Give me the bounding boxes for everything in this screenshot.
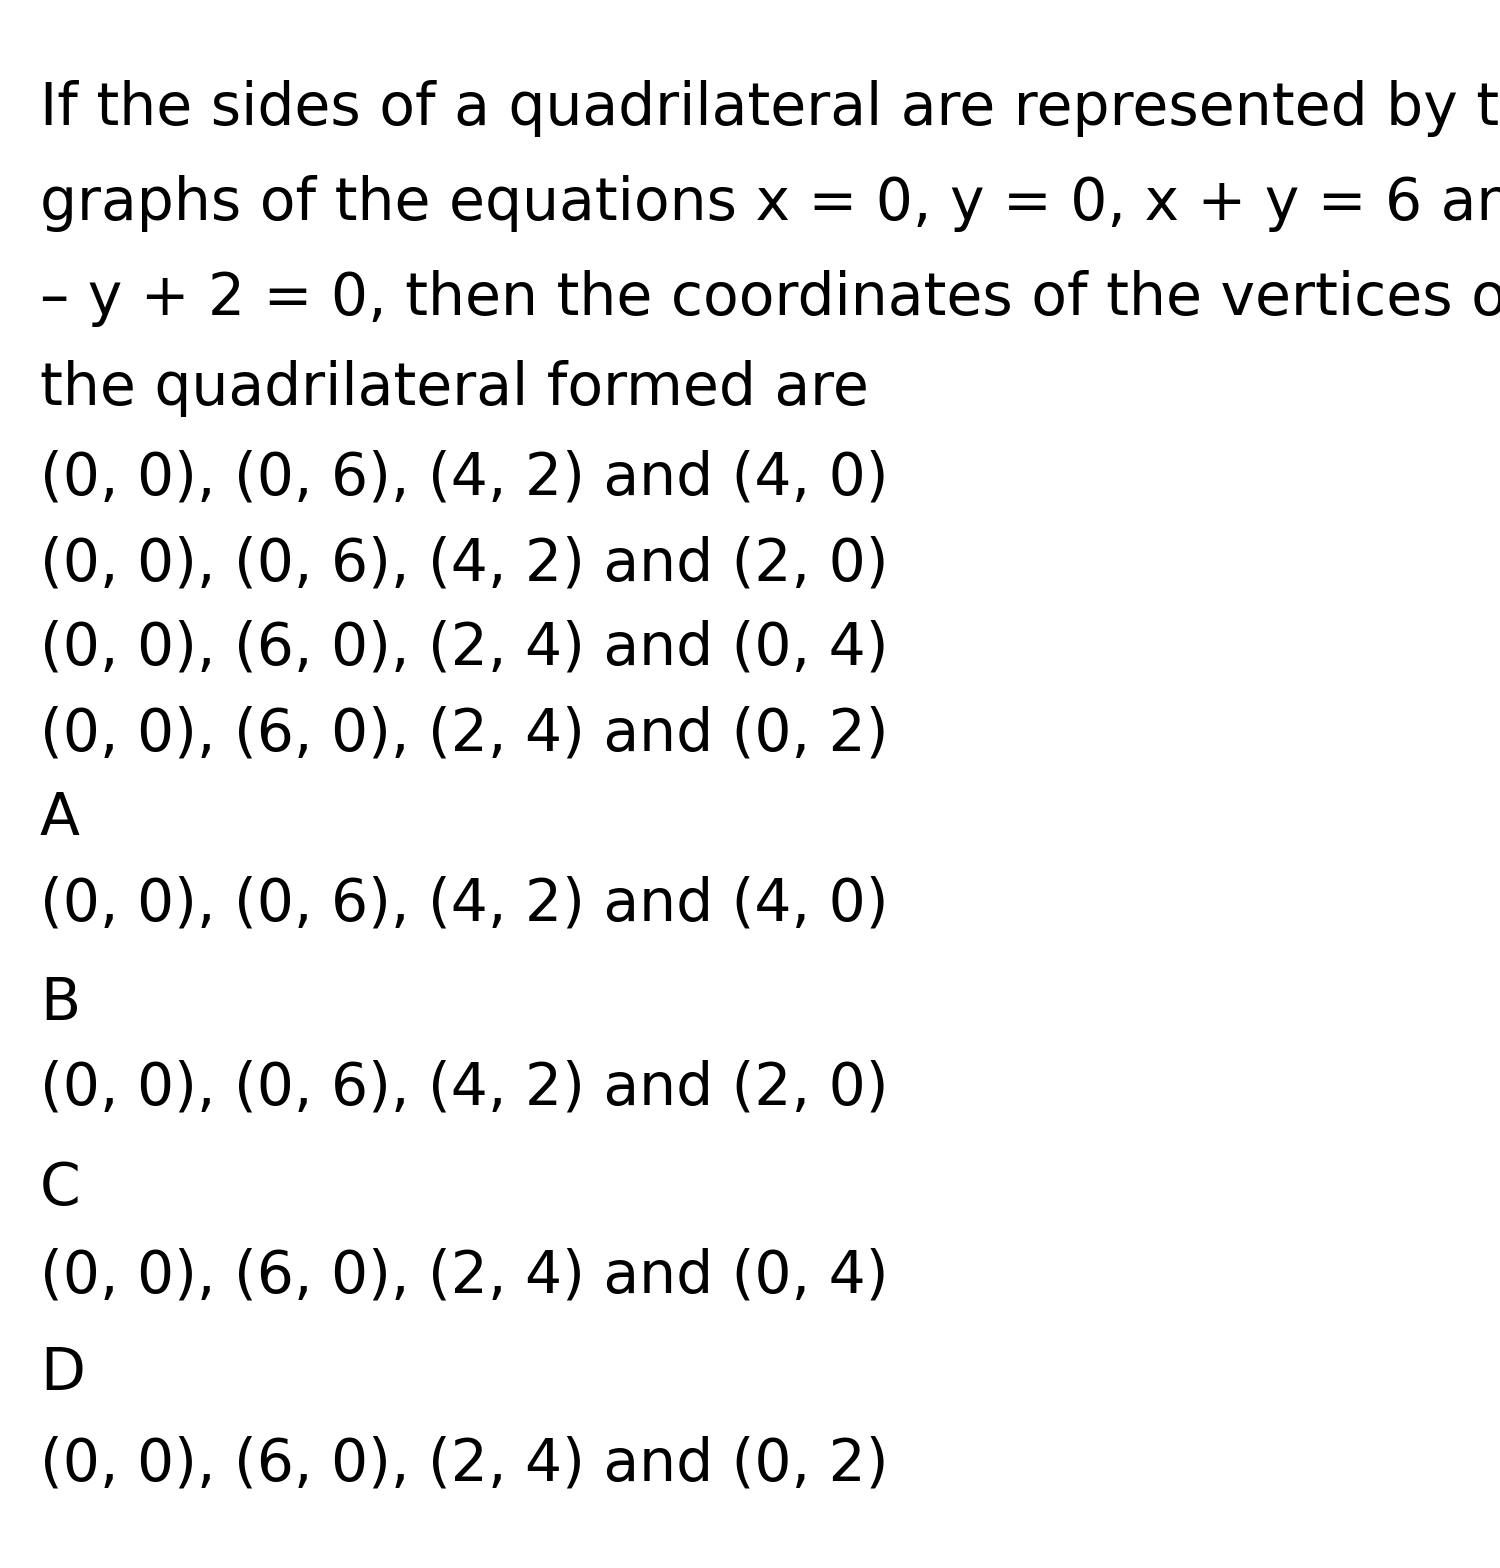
Text: D: D bbox=[40, 1345, 86, 1402]
Text: (0, 0), (0, 6), (4, 2) and (2, 0): (0, 0), (0, 6), (4, 2) and (2, 0) bbox=[40, 535, 888, 593]
Text: (0, 0), (6, 0), (2, 4) and (0, 4): (0, 0), (6, 0), (2, 4) and (0, 4) bbox=[40, 619, 888, 677]
Text: (0, 0), (0, 6), (4, 2) and (4, 0): (0, 0), (0, 6), (4, 2) and (4, 0) bbox=[40, 875, 888, 931]
Text: graphs of the equations x = 0, y = 0, x + y = 6 and x: graphs of the equations x = 0, y = 0, x … bbox=[40, 176, 1500, 232]
Text: – y + 2 = 0, then the coordinates of the vertices of: – y + 2 = 0, then the coordinates of the… bbox=[40, 270, 1500, 328]
Text: If the sides of a quadrilateral are represented by the: If the sides of a quadrilateral are repr… bbox=[40, 80, 1500, 136]
Text: (0, 0), (6, 0), (2, 4) and (0, 2): (0, 0), (6, 0), (2, 4) and (0, 2) bbox=[40, 1435, 888, 1493]
Text: the quadrilateral formed are: the quadrilateral formed are bbox=[40, 361, 868, 417]
Text: (0, 0), (0, 6), (4, 2) and (4, 0): (0, 0), (0, 6), (4, 2) and (4, 0) bbox=[40, 450, 888, 506]
Text: A: A bbox=[40, 790, 80, 847]
Text: (0, 0), (6, 0), (2, 4) and (0, 4): (0, 0), (6, 0), (2, 4) and (0, 4) bbox=[40, 1248, 888, 1305]
Text: B: B bbox=[40, 975, 80, 1032]
Text: (0, 0), (6, 0), (2, 4) and (0, 2): (0, 0), (6, 0), (2, 4) and (0, 2) bbox=[40, 706, 888, 762]
Text: (0, 0), (0, 6), (4, 2) and (2, 0): (0, 0), (0, 6), (4, 2) and (2, 0) bbox=[40, 1060, 888, 1116]
Text: C: C bbox=[40, 1160, 81, 1217]
